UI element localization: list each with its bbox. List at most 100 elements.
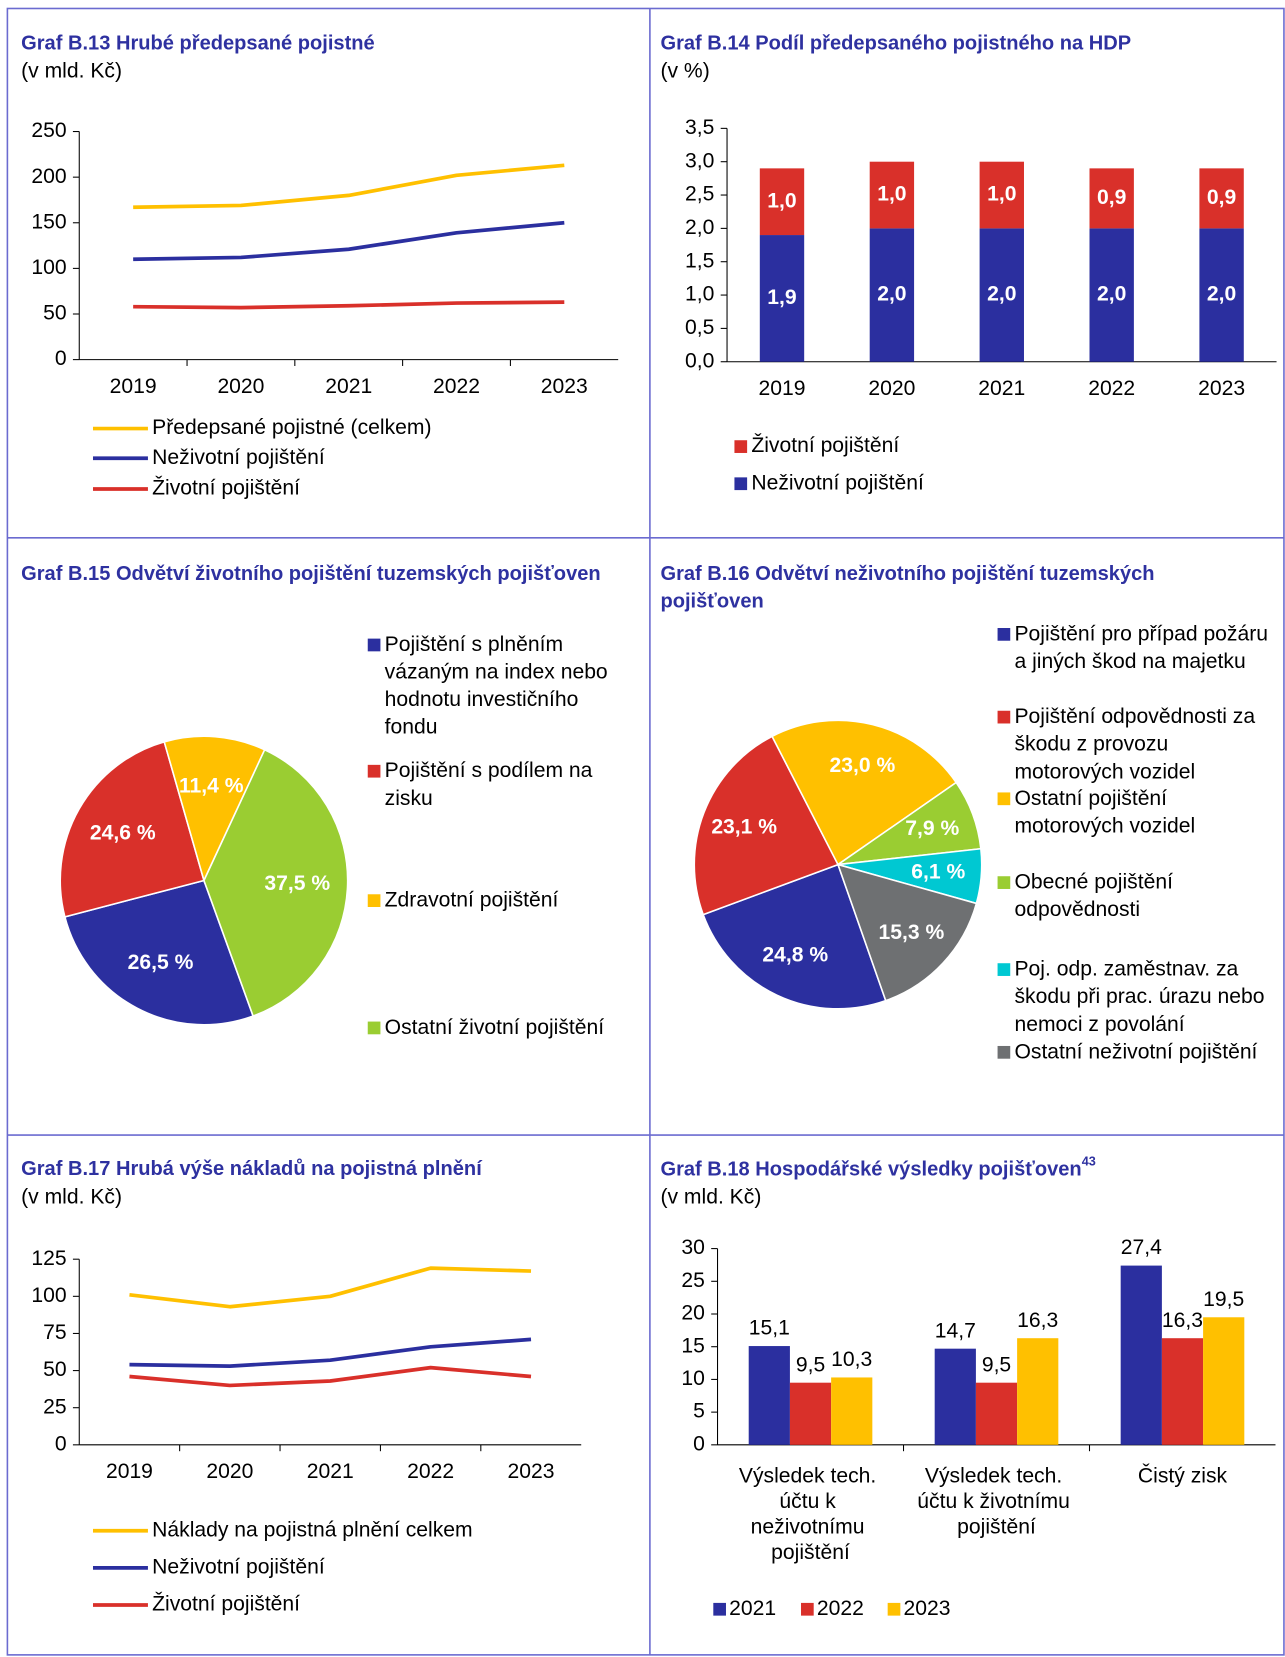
x-tick-label: 2019 (758, 377, 805, 400)
y-tick-label: 5 (693, 1400, 705, 1423)
legend-label: 2023 (904, 1597, 951, 1620)
series-line (133, 300, 565, 310)
legend-label: Pojištění s podílem na zisku (385, 759, 599, 810)
value-label: 1,9 (767, 286, 796, 309)
legend-swatch (997, 710, 1011, 724)
value-label: 11,4 % (179, 775, 244, 798)
pie-slice (693, 735, 840, 916)
bar-segment (1089, 168, 1134, 229)
x-tick-label: 2023 (508, 1460, 555, 1483)
x-tick-label: 2022 (433, 375, 480, 398)
legend-swatch (801, 1602, 814, 1616)
chart-title: Graf B.14 Podíl předepsaného pojistného … (660, 33, 1131, 55)
y-tick-label: 1,5 (685, 249, 714, 272)
bar (934, 1348, 976, 1445)
chart-title: Graf B.13 Hrubé předepsané pojistné (21, 33, 375, 55)
legend-swatch (997, 876, 1011, 889)
y-tick-label: 125 (31, 1247, 66, 1270)
y-tick-label: 15 (681, 1334, 705, 1357)
y-tick-label: 0,5 (685, 316, 714, 339)
legend-label: Neživotní pojištění (152, 446, 325, 469)
value-label: 9,5 (796, 1353, 825, 1376)
legend-label: Neživotní pojištění (152, 1555, 325, 1578)
bar-segment (1199, 228, 1244, 362)
x-tick-label: 2021 (978, 377, 1025, 400)
chart-subtitle: (v mld. Kč) (21, 60, 122, 83)
legend-label: Pojištění s plněním vázaným na index neb… (385, 633, 614, 739)
legend-swatch (367, 764, 381, 778)
series-line (129, 1337, 532, 1368)
bar-segment (1089, 228, 1134, 362)
y-tick-label: 0 (693, 1432, 705, 1455)
value-label: 1,0 (987, 183, 1016, 206)
y-tick-label: 200 (31, 165, 66, 188)
x-tick-label: 2019 (110, 375, 157, 398)
x-tick-label: 2020 (206, 1460, 253, 1483)
chart-subtitle: (v %) (660, 60, 709, 83)
legend-label: 2022 (817, 1597, 864, 1620)
pie-slice (203, 748, 349, 1018)
pie-slice (771, 719, 958, 866)
chart-title: Graf B.17 Hrubá výše nákladů na pojistná… (21, 1158, 483, 1180)
legend-swatch (997, 963, 1011, 976)
legend-label: Náklady na pojistná plnění celkem (152, 1518, 472, 1541)
x-tick-label: Výsledek tech. účtu k životnímu pojištěn… (917, 1464, 1075, 1538)
value-label: 16,3 (1017, 1309, 1058, 1332)
series-line (129, 1266, 532, 1309)
value-label: 14,7 (935, 1319, 976, 1342)
legend-label: Neživotní pojištění (751, 471, 924, 494)
bar (748, 1346, 790, 1445)
y-tick-label: 25 (681, 1269, 705, 1292)
legend-label: Poj. odp. zaměstnav. za škodu při prac. … (1014, 957, 1270, 1035)
value-label: 23,0 % (829, 754, 895, 777)
y-tick-label: 0 (55, 1432, 67, 1455)
legend-swatch (997, 1045, 1011, 1059)
legend-label: Ostatní pojištění motorových vozidel (1014, 786, 1195, 837)
x-tick-label: 2020 (868, 377, 915, 400)
y-tick-label: 0 (55, 347, 67, 370)
bar-segment (759, 168, 805, 236)
pie-slice (836, 863, 978, 1002)
value-label: 19,5 (1203, 1288, 1244, 1311)
bar (1120, 1265, 1162, 1445)
chart-title: Graf B.18 Hospodářské výsledky pojišťove… (660, 1155, 1095, 1180)
bar-segment (1199, 168, 1244, 229)
x-tick-label: Výsledek tech. účtu k neživotnímu pojišt… (739, 1464, 882, 1563)
frame (6, 7, 1285, 1656)
value-label: 26,5 % (128, 951, 194, 974)
y-tick-label: 75 (43, 1321, 67, 1344)
x-tick-label: 2019 (106, 1460, 153, 1483)
legend-label: Zdravotní pojištění (385, 888, 559, 911)
series-line (133, 163, 565, 210)
pie-slice (163, 735, 266, 883)
legend-swatch (887, 1602, 901, 1616)
legend-swatch (734, 440, 748, 453)
y-tick-label: 3,5 (685, 116, 714, 139)
legend-label: Životní pojištění (152, 1591, 300, 1616)
chart-title: Graf B.15 Odvětví životního pojištění tu… (21, 563, 601, 585)
pie-slice (702, 863, 887, 1010)
y-tick-label: 1,0 (685, 283, 714, 306)
pie-slice (59, 740, 205, 918)
value-label: 6,1 % (911, 860, 965, 883)
y-tick-label: 50 (43, 302, 67, 325)
value-label: 9,5 (982, 1353, 1011, 1376)
legend-label: Ostatní životní pojištění (385, 1016, 605, 1039)
legend-swatch (997, 792, 1011, 806)
legend-label: Předepsané pojistné (celkem) (152, 416, 431, 439)
x-tick-label: 2020 (217, 375, 264, 398)
value-label: 7,9 % (905, 817, 959, 840)
legend-label: Ostatní neživotní pojištění (1014, 1040, 1257, 1063)
legend-swatch (367, 894, 381, 908)
y-tick-label: 150 (31, 210, 66, 233)
x-tick-label: 2021 (325, 375, 372, 398)
y-tick-label: 20 (681, 1302, 705, 1325)
y-tick-label: 2,0 (685, 216, 714, 239)
legend-label: Životní pojištění (152, 475, 300, 500)
value-label: 16,3 (1162, 1309, 1203, 1332)
legend-label: Pojištění odpovědnosti za škodu z provoz… (1014, 705, 1261, 783)
legend-label: Životní pojištění (751, 432, 899, 457)
y-tick-label: 250 (31, 119, 66, 142)
bar (789, 1382, 832, 1445)
